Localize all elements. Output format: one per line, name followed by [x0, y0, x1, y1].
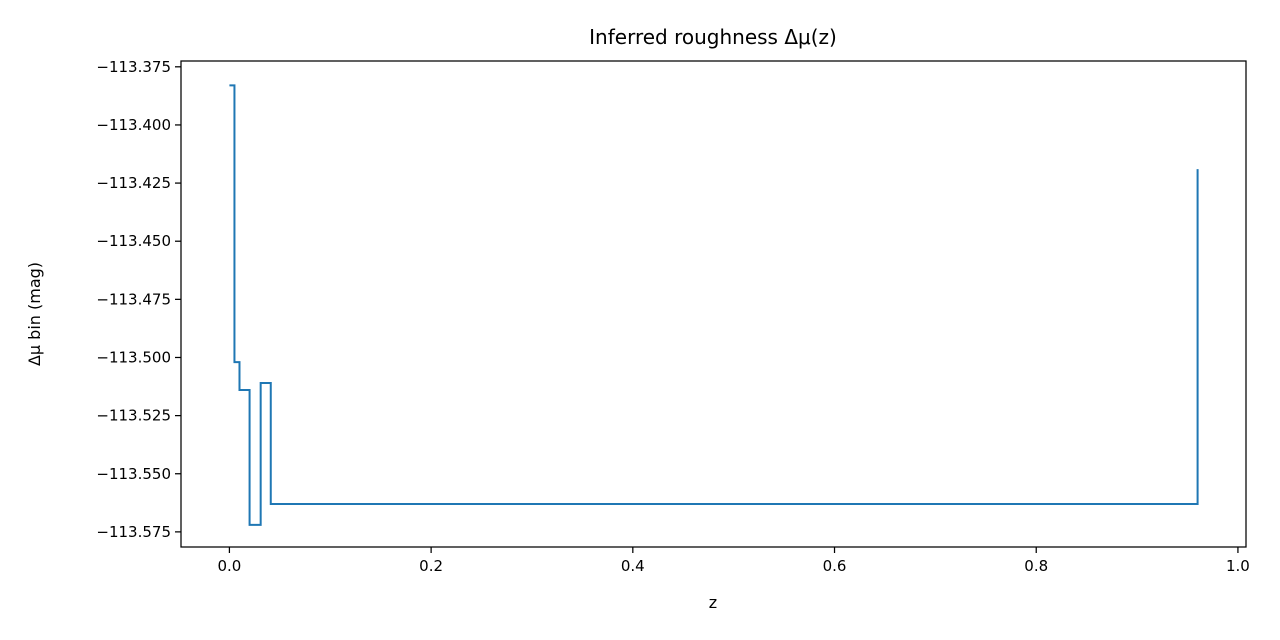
- y-tick-label: −113.450: [96, 232, 171, 250]
- x-axis-label: z: [709, 593, 717, 612]
- x-tick-label: 0.4: [621, 557, 645, 575]
- y-tick-label: −113.425: [96, 174, 171, 192]
- y-tick-label: −113.475: [96, 290, 171, 308]
- plot-frame: [180, 60, 1247, 548]
- y-tick-label: −113.400: [96, 116, 171, 134]
- x-tick-label: 0.8: [1024, 557, 1048, 575]
- x-tick-label: 1.0: [1226, 557, 1250, 575]
- y-tick-label: −113.375: [96, 58, 171, 76]
- y-tick-label: −113.500: [96, 348, 171, 366]
- y-axis-label: Δμ bin (mag): [25, 262, 44, 366]
- series-line-0: [229, 84, 1199, 526]
- x-tick-label: 0.0: [217, 557, 241, 575]
- y-tick-label: −113.525: [96, 407, 171, 425]
- x-tick-label: 0.2: [419, 557, 443, 575]
- plot-area: 0.0 0.2 0.4 0.6 0.8 1.0 −113.375 −113.400 −113.4…: [96, 58, 1249, 575]
- y-tick-label: −113.575: [96, 523, 171, 541]
- y-tick-label: −113.550: [96, 465, 171, 483]
- chart-title: Inferred roughness Δμ(z): [589, 25, 837, 49]
- x-tick-label: 0.6: [823, 557, 847, 575]
